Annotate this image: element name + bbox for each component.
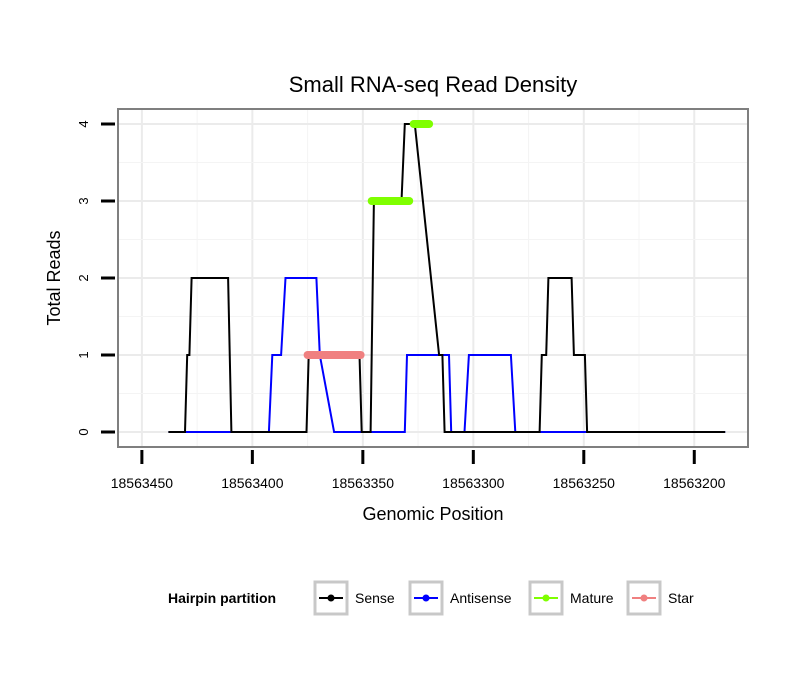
legend-label: Antisense (450, 590, 512, 606)
x-tick-label: 18563250 (553, 475, 616, 491)
y-tick-label: 3 (76, 197, 91, 204)
legend-item-sense: Sense (313, 580, 395, 616)
legend-key-point (327, 594, 335, 602)
y-tick-label: 1 (76, 351, 91, 358)
legend-label: Star (668, 590, 694, 606)
x-tick-label: 18563450 (111, 475, 174, 491)
chart-title: Small RNA-seq Read Density (289, 72, 578, 97)
y-axis-label: Total Reads (44, 230, 64, 325)
legend-label: Sense (355, 590, 395, 606)
x-axis-label: Genomic Position (362, 504, 503, 524)
plot-panel-border (117, 108, 749, 448)
legend-title: Hairpin partition (168, 590, 276, 606)
axes: 18563450 18563400 18563350 18563300 18563250… (76, 120, 726, 491)
legend: Hairpin partition Sense Antisense Mature St… (168, 580, 694, 616)
legend-item-antisense: Antisense (408, 580, 512, 616)
series-layer (168, 120, 726, 433)
legend-key-point (542, 594, 550, 602)
x-tick-label: 18563350 (332, 475, 395, 491)
x-tick-label: 18563400 (221, 475, 284, 491)
y-tick-label: 0 (76, 428, 91, 435)
y-tick-label: 2 (76, 274, 91, 281)
x-tick-label: 18563300 (442, 475, 505, 491)
legend-item-mature: Mature (528, 580, 614, 616)
x-tick-label: 18563200 (663, 475, 726, 491)
series-line-sense (168, 123, 726, 433)
y-tick-label: 4 (76, 120, 91, 127)
legend-key-point (640, 594, 648, 602)
legend-label: Mature (570, 590, 614, 606)
legend-key-point (422, 594, 430, 602)
legend-item-star: Star (626, 580, 694, 616)
